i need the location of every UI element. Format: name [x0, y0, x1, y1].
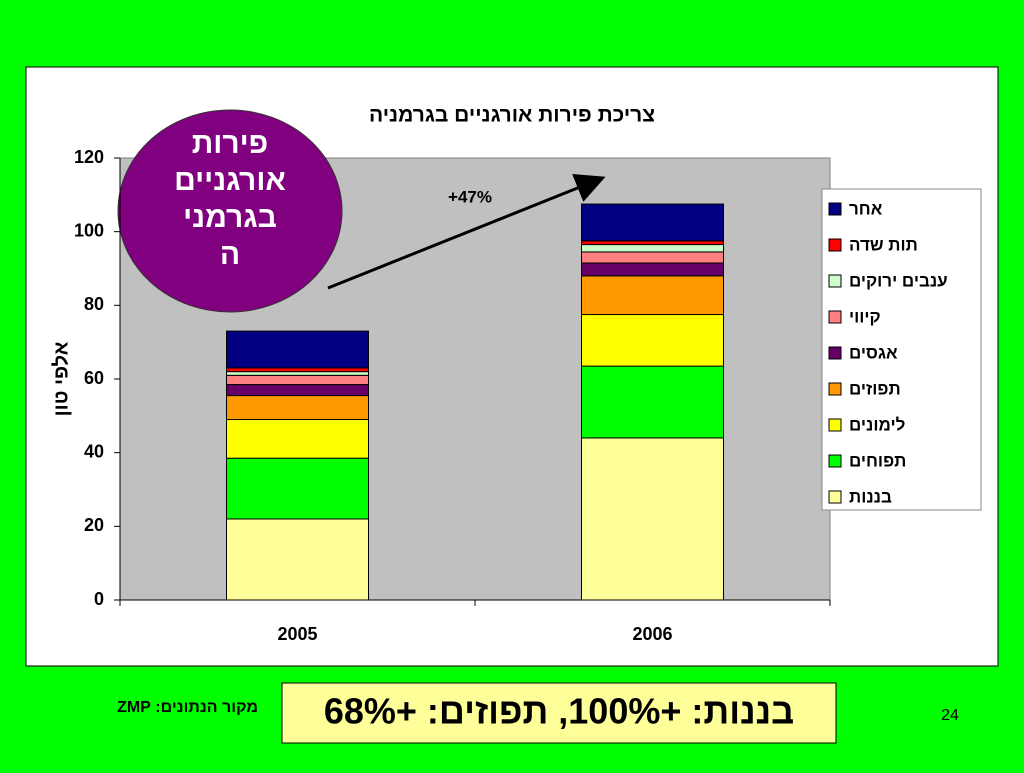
legend-label: לימונים — [849, 415, 905, 434]
page-number: 24 — [941, 707, 959, 724]
y-tick-label: 80 — [84, 294, 104, 314]
legend-label: אגסים — [849, 343, 898, 362]
bar-segment — [581, 437, 724, 601]
legend-label: אחר — [849, 199, 883, 218]
badge-text: פירות — [192, 127, 268, 160]
bar-segment — [226, 457, 369, 520]
legend-label: תות שדה — [849, 235, 918, 254]
x-tick-label: 2006 — [632, 624, 672, 644]
bar-segment — [226, 330, 369, 369]
legend-label: תפוחים — [849, 451, 906, 470]
bar-segment — [581, 365, 724, 439]
x-tick-label: 2005 — [277, 624, 317, 644]
bar-segment — [581, 244, 724, 253]
badge — [117, 109, 343, 313]
bar-segment — [226, 374, 369, 386]
y-tick-label: 40 — [84, 441, 104, 461]
badge-text: ה — [220, 238, 240, 271]
bar-segment — [226, 384, 369, 397]
bar-segment — [226, 371, 369, 376]
legend-swatch — [828, 490, 842, 504]
chart-title: צריכת פירות אורגניים בגרמניה — [369, 104, 655, 127]
bar-segment — [581, 262, 724, 277]
legend — [821, 188, 982, 511]
legend-label: בננות — [849, 487, 892, 506]
legend-label: ענבים ירוקים — [849, 271, 948, 290]
y-tick-label: 120 — [74, 147, 104, 167]
bar-segment — [226, 419, 369, 459]
legend-label: תפוזים — [849, 379, 901, 398]
bar-segment — [226, 395, 369, 421]
legend-swatch — [828, 346, 842, 360]
legend-label: קיווי — [849, 307, 881, 326]
legend-swatch — [828, 238, 842, 252]
y-tick-label: 100 — [74, 220, 104, 240]
bar-segment — [581, 314, 724, 367]
legend-swatch — [828, 202, 842, 216]
bar-segment — [581, 275, 724, 316]
y-tick-label: 0 — [94, 589, 104, 609]
bar-segment — [581, 240, 724, 246]
legend-swatch — [828, 274, 842, 288]
legend-swatch — [828, 418, 842, 432]
bar-segment — [581, 251, 724, 264]
highlight-text: בננות: +100%, תפוזים: +68% — [324, 691, 794, 732]
badge-text: אורגניים — [174, 164, 286, 197]
highlight-box — [281, 682, 837, 744]
y-tick-label: 20 — [84, 515, 104, 535]
source: מקור הנתונים: ZMP — [117, 699, 258, 716]
badge-text: בגרמני — [183, 201, 277, 234]
legend-swatch — [828, 454, 842, 468]
bar-segment — [581, 203, 724, 242]
bar-segment — [226, 518, 369, 601]
growth-arrow — [327, 174, 606, 290]
annotation: +47% — [448, 187, 492, 206]
y-tick-label: 60 — [84, 368, 104, 388]
bar-segment — [226, 367, 369, 373]
y-axis-label: אלפי טון — [50, 341, 72, 416]
legend-swatch — [828, 310, 842, 324]
legend-swatch — [828, 382, 842, 396]
